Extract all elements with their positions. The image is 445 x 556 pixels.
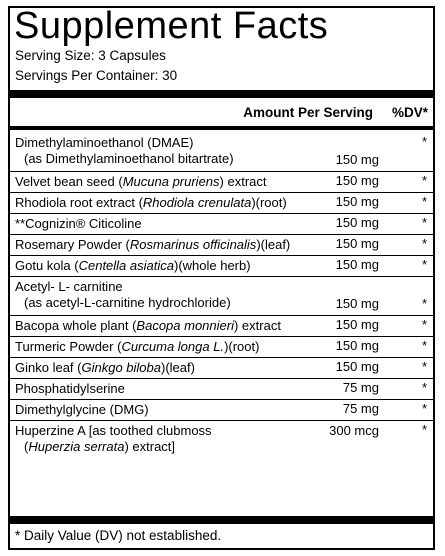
ingredient-amount: 150 mg	[335, 215, 379, 230]
ingredient-amount: 150 mg	[335, 257, 379, 272]
ingredient-name: Rhodiola root extract (Rhodiola crenulat…	[15, 195, 287, 210]
ingredient-row: **Cognizin® Citicoline 150 mg *	[10, 214, 433, 235]
ingredient-amount: 300 mcg	[329, 423, 379, 438]
ingredient-name: Velvet bean seed (Mucuna pruriens) extra…	[15, 174, 267, 189]
ingredient-name: Dimethylaminoethanol (DMAE) (as Dimethyla…	[15, 135, 234, 166]
ingredient-dv: *	[421, 338, 427, 353]
dv-header: %DV*	[391, 105, 428, 120]
ingredient-amount: 150 mg	[335, 152, 379, 167]
footnote: * Daily Value (DV) not established.	[15, 528, 222, 543]
ingredient-amount: 150 mg	[335, 194, 379, 209]
ingredient-row: Velvet bean seed (Mucuna pruriens) extra…	[10, 172, 433, 193]
ingredient-amount: 150 mg	[335, 338, 379, 353]
ingredient-name: **Cognizin® Citicoline	[15, 216, 142, 231]
ingredient-row: Phosphatidylserine 75 mg *	[10, 379, 433, 400]
ingredient-dv: *	[421, 359, 427, 374]
ingredient-name: Bacopa whole plant (Bacopa monnieri) ext…	[15, 318, 281, 333]
ingredient-name: Dimethylglycine (DMG)	[15, 402, 149, 417]
ingredient-amount: 150 mg	[335, 359, 379, 374]
ingredient-name: Gotu kola (Centella asiatica)(whole herb…	[15, 258, 251, 273]
ingredient-dv: *	[421, 215, 427, 230]
ingredient-dv: *	[421, 194, 427, 209]
ingredient-dv: *	[421, 317, 427, 332]
supplement-facts-panel: Supplement Facts Serving Size: 3 Capsule…	[8, 5, 435, 550]
ingredient-row: Huperzine A [as toothed clubmoss (Huperzi…	[10, 421, 433, 459]
ingredient-dv: *	[421, 173, 427, 188]
servings-per-container: Servings Per Container: 30	[15, 68, 178, 83]
amount-header: Amount Per Serving	[243, 105, 373, 120]
ingredient-amount: 75 mg	[342, 401, 379, 416]
ingredient-dv: *	[421, 296, 427, 311]
footer-divider	[10, 516, 433, 524]
thick-divider	[10, 90, 433, 98]
ingredient-name: Huperzine A [as toothed clubmoss (Huperzi…	[15, 423, 212, 454]
ingredient-name: Turmeric Powder (Curcuma longa L.)(root)	[15, 339, 260, 354]
ingredient-name: Ginko leaf (Ginkgo biloba)(leaf)	[15, 360, 195, 375]
ingredient-row: Rosemary Powder (Rosmarinus officinalis)…	[10, 235, 433, 256]
ingredient-row: Ginko leaf (Ginkgo biloba)(leaf) 150 mg *	[10, 358, 433, 379]
ingredient-amount: 75 mg	[342, 380, 379, 395]
ingredient-dv: *	[421, 401, 427, 416]
ingredient-row: Turmeric Powder (Curcuma longa L.)(root)…	[10, 337, 433, 358]
ingredient-row: Acetyl- L- carnitine (as acetyl-L-carniti…	[10, 277, 433, 316]
ingredient-name: Acetyl- L- carnitine (as acetyl-L-carniti…	[15, 279, 231, 310]
ingredient-amount: 150 mg	[335, 236, 379, 251]
ingredient-amount: 150 mg	[335, 173, 379, 188]
ingredient-amount: 150 mg	[335, 317, 379, 332]
ingredient-row: Rhodiola root extract (Rhodiola crenulat…	[10, 193, 433, 214]
ingredient-dv: *	[421, 134, 427, 149]
ingredient-table: Dimethylaminoethanol (DMAE) (as Dimethyla…	[10, 133, 433, 459]
panel-title: Supplement Facts	[14, 5, 329, 47]
column-header: Amount Per Serving %DV*	[10, 104, 433, 122]
ingredient-name: Phosphatidylserine	[15, 381, 125, 396]
medium-divider	[10, 126, 433, 130]
ingredient-dv: *	[421, 257, 427, 272]
ingredient-name: Rosemary Powder (Rosmarinus officinalis)…	[15, 237, 291, 252]
ingredient-row: Dimethylglycine (DMG) 75 mg *	[10, 400, 433, 421]
ingredient-row: Bacopa whole plant (Bacopa monnieri) ext…	[10, 316, 433, 337]
ingredient-row: Dimethylaminoethanol (DMAE) (as Dimethyla…	[10, 133, 433, 172]
ingredient-amount: 150 mg	[335, 296, 379, 311]
ingredient-row: Gotu kola (Centella asiatica)(whole herb…	[10, 256, 433, 277]
ingredient-dv: *	[421, 380, 427, 395]
serving-size: Serving Size: 3 Capsules	[15, 48, 166, 63]
ingredient-dv: *	[421, 236, 427, 251]
ingredient-dv: *	[421, 422, 427, 437]
